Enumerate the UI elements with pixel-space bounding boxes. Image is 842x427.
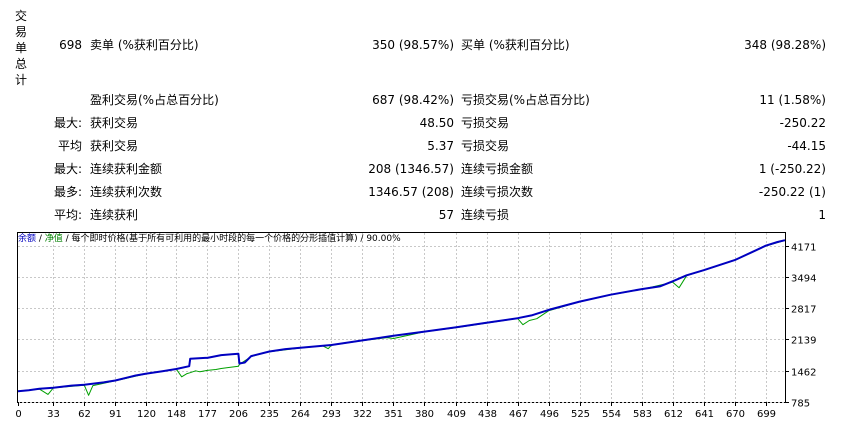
left-value: 687 (98.42%) [372, 93, 454, 107]
buy-value: 348 (98.28%) [744, 38, 826, 52]
x-axis-ticks: 0 33 62 91 120 148 177 206 235 264 293 322 351 380 409… [15, 402, 776, 420]
stats-row-largest: 最大: 获利交易 48.50 亏损交易 -250.22 [0, 113, 842, 133]
stats-row-max-consecutive-count: 最多: 连续获利次数 1346.57 (208) 连续亏损次数 -250.22 … [0, 182, 842, 202]
stats-row-profit-trades: 盈利交易(%占总百分比) 687 (98.42%) 亏损交易(%占总百分比) 1… [0, 90, 842, 110]
x-tick-label: 322 [353, 409, 372, 420]
balance-line [17, 239, 786, 393]
row-prefix: 平均: [53, 208, 82, 222]
left-value: 57 [438, 208, 454, 222]
legend-equity: 净值 [44, 234, 63, 244]
left-value: 1346.57 (208) [368, 185, 454, 199]
right-value: 1 (-250.22) [758, 162, 826, 176]
y-tick-label: 2817 [791, 305, 816, 316]
x-tick-label: 612 [664, 409, 683, 420]
side-label-char: 易 [14, 25, 27, 39]
row-prefix: 平均 [57, 139, 82, 153]
x-tick-label: 438 [478, 409, 497, 420]
y-tick-label: 4171 [791, 243, 816, 254]
sell-label: 卖单 (%获利百分比) [90, 38, 199, 52]
right-value: -44.15 [787, 139, 826, 153]
side-label-char: 交 [14, 9, 27, 23]
right-label: 连续亏损金额 [461, 162, 534, 176]
x-tick-label: 235 [260, 409, 279, 420]
x-tick-label: 409 [447, 409, 466, 420]
x-tick-label: 554 [602, 409, 621, 420]
y-axis-ticks: 785 1462 2139 2817 3494 4171 [785, 243, 816, 410]
right-value: 11 (1.58%) [759, 93, 826, 107]
balance-series [17, 239, 786, 393]
left-label: 盈利交易(%占总百分比) [90, 93, 219, 107]
x-tick-label: 525 [571, 409, 590, 420]
sell-value: 350 (98.57%) [372, 38, 454, 52]
x-tick-label: 641 [695, 409, 714, 420]
side-label-char: 计 [14, 73, 27, 87]
x-tick-label: 670 [726, 409, 745, 420]
x-tick-label: 351 [384, 409, 403, 420]
x-tick-label: 293 [322, 409, 341, 420]
total-trades-count: 698 [59, 38, 82, 52]
row-prefix: 最大: [53, 116, 82, 130]
right-label: 亏损交易(%占总百分比) [461, 93, 590, 107]
x-tick-label: 62 [78, 409, 91, 420]
y-tick-label: 2139 [791, 336, 816, 347]
y-tick-label: 3494 [791, 274, 816, 285]
x-tick-label: 699 [757, 409, 776, 420]
x-tick-label: 380 [415, 409, 434, 420]
left-label: 获利交易 [90, 139, 139, 153]
left-label: 连续获利金额 [90, 162, 163, 176]
left-label: 连续获利 [90, 208, 139, 222]
buy-label: 买单 (%获利百分比) [461, 38, 570, 52]
right-value: -250.22 (1) [758, 185, 826, 199]
chart-legend: 余额 / 净值 / 每个即时价格(基于所有可利用的最小时段的每一个价格的分形插值… [18, 234, 401, 245]
x-tick-label: 33 [47, 409, 60, 420]
left-label: 连续获利次数 [90, 185, 163, 199]
x-tick-label: 0 [15, 409, 21, 420]
x-tick-label: 264 [291, 409, 310, 420]
right-label: 亏损交易 [461, 139, 510, 153]
side-label-char: 总 [14, 57, 27, 71]
stats-row-max-consecutive-amount: 最大: 连续获利金额 208 (1346.57) 连续亏损金额 1 (-250.… [0, 159, 842, 179]
left-value: 208 (1346.57) [368, 162, 454, 176]
stats-row-summary: 698 卖单 (%获利百分比) 350 (98.57%) 买单 (%获利百分比)… [0, 35, 842, 55]
x-tick-label: 583 [633, 409, 652, 420]
right-value: 1 [818, 208, 826, 222]
left-value: 5.37 [427, 139, 454, 153]
right-label: 连续亏损 [461, 208, 510, 222]
x-tick-label: 467 [509, 409, 528, 420]
right-value: -250.22 [779, 116, 826, 130]
section-label-trade-summary: 交 易 单 总 计 [14, 8, 28, 88]
y-tick-label: 785 [791, 399, 810, 410]
x-tick-label: 120 [137, 409, 156, 420]
stats-row-avg-consecutive: 平均: 连续获利 57 连续亏损 1 [0, 205, 842, 225]
right-label: 连续亏损次数 [461, 185, 534, 199]
left-value: 48.50 [419, 116, 454, 130]
left-label: 获利交易 [90, 116, 139, 130]
legend-separator: / [36, 234, 45, 244]
x-tick-label: 206 [229, 409, 248, 420]
side-label-char: 单 [14, 41, 27, 55]
stats-row-average: 平均 获利交易 5.37 亏损交易 -44.15 [0, 136, 842, 156]
x-tick-label: 91 [109, 409, 122, 420]
x-tick-label: 177 [198, 409, 217, 420]
row-prefix: 最多: [53, 185, 82, 199]
x-tick-label: 148 [167, 409, 186, 420]
legend-balance: 余额 [18, 234, 37, 244]
x-tick-label: 496 [540, 409, 559, 420]
right-label: 亏损交易 [461, 116, 510, 130]
row-prefix: 最大: [53, 162, 82, 176]
y-tick-label: 1462 [791, 368, 816, 379]
legend-description: / 每个即时价格(基于所有可利用的最小时段的每一个价格的分形插值计算) / 90… [62, 234, 401, 244]
